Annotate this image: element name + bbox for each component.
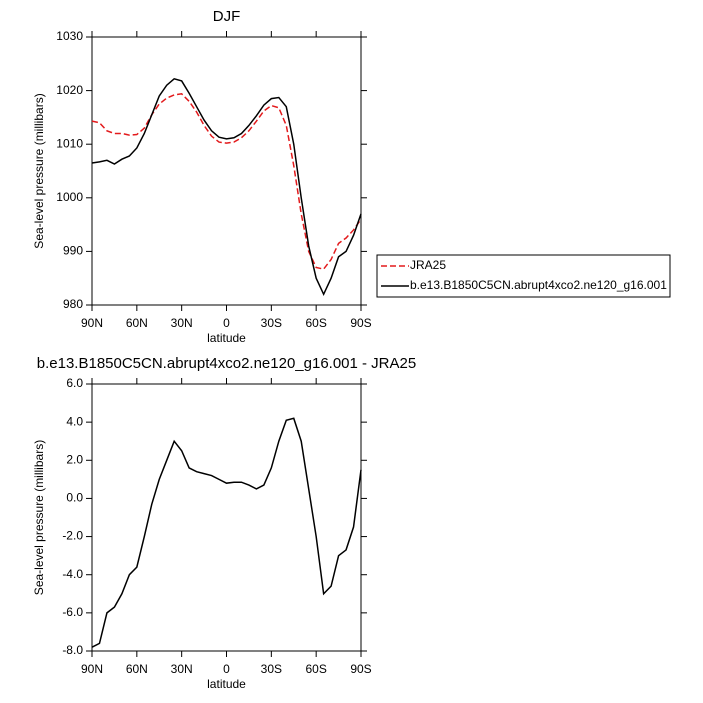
x-tick-label: 0: [223, 316, 230, 330]
y-tick-label: -4.0: [62, 567, 83, 581]
y-tick-label: 1030: [56, 29, 83, 43]
series-line: [91, 93, 362, 270]
y-tick-label: 1000: [56, 190, 83, 204]
x-tick-label: 90S: [350, 316, 371, 330]
y-tick-label: -6.0: [62, 605, 83, 619]
plot-frame: [91, 383, 362, 652]
x-tick-label: 90N: [81, 662, 103, 676]
y-axis-label: Sea-level pressure (millibars): [32, 440, 46, 595]
x-tick-label: 30S: [261, 316, 282, 330]
y-tick-label: 6.0: [66, 376, 83, 390]
x-tick-label: 90S: [350, 662, 371, 676]
x-tick-label: 60N: [126, 316, 148, 330]
y-tick-label: 0.0: [66, 491, 83, 505]
y-tick-label: 980: [63, 297, 83, 311]
legend-label: JRA25: [410, 258, 446, 272]
x-tick-label: 0: [223, 662, 230, 676]
y-tick-label: -2.0: [62, 529, 83, 543]
chart-title: DJF: [213, 8, 241, 25]
chart-title: b.e13.B1850C5CN.abrupt4xco2.ne120_g16.00…: [37, 355, 416, 372]
x-axis-label: latitude: [207, 677, 246, 691]
x-tick-label: 60N: [126, 662, 148, 676]
y-tick-label: 990: [63, 244, 83, 258]
series-line: [91, 417, 362, 648]
y-tick-label: -8.0: [62, 643, 83, 657]
x-tick-label: 30N: [171, 316, 193, 330]
x-tick-label: 60S: [305, 316, 326, 330]
y-tick-label: 2.0: [66, 452, 83, 466]
series-line: [91, 77, 362, 297]
legend-box: [376, 254, 671, 298]
x-tick-label: 90N: [81, 316, 103, 330]
x-axis-label: latitude: [207, 331, 246, 345]
y-tick-label: 1010: [56, 136, 83, 150]
x-tick-label: 60S: [305, 662, 326, 676]
x-tick-label: 30S: [261, 662, 282, 676]
y-axis-label: Sea-level pressure (millibars): [32, 93, 46, 248]
x-tick-label: 30N: [171, 662, 193, 676]
y-tick-label: 4.0: [66, 414, 83, 428]
y-tick-label: 1020: [56, 83, 83, 97]
plot-frame: [91, 36, 362, 306]
legend-label: b.e13.B1850C5CN.abrupt4xco2.ne120_g16.00…: [410, 278, 667, 292]
